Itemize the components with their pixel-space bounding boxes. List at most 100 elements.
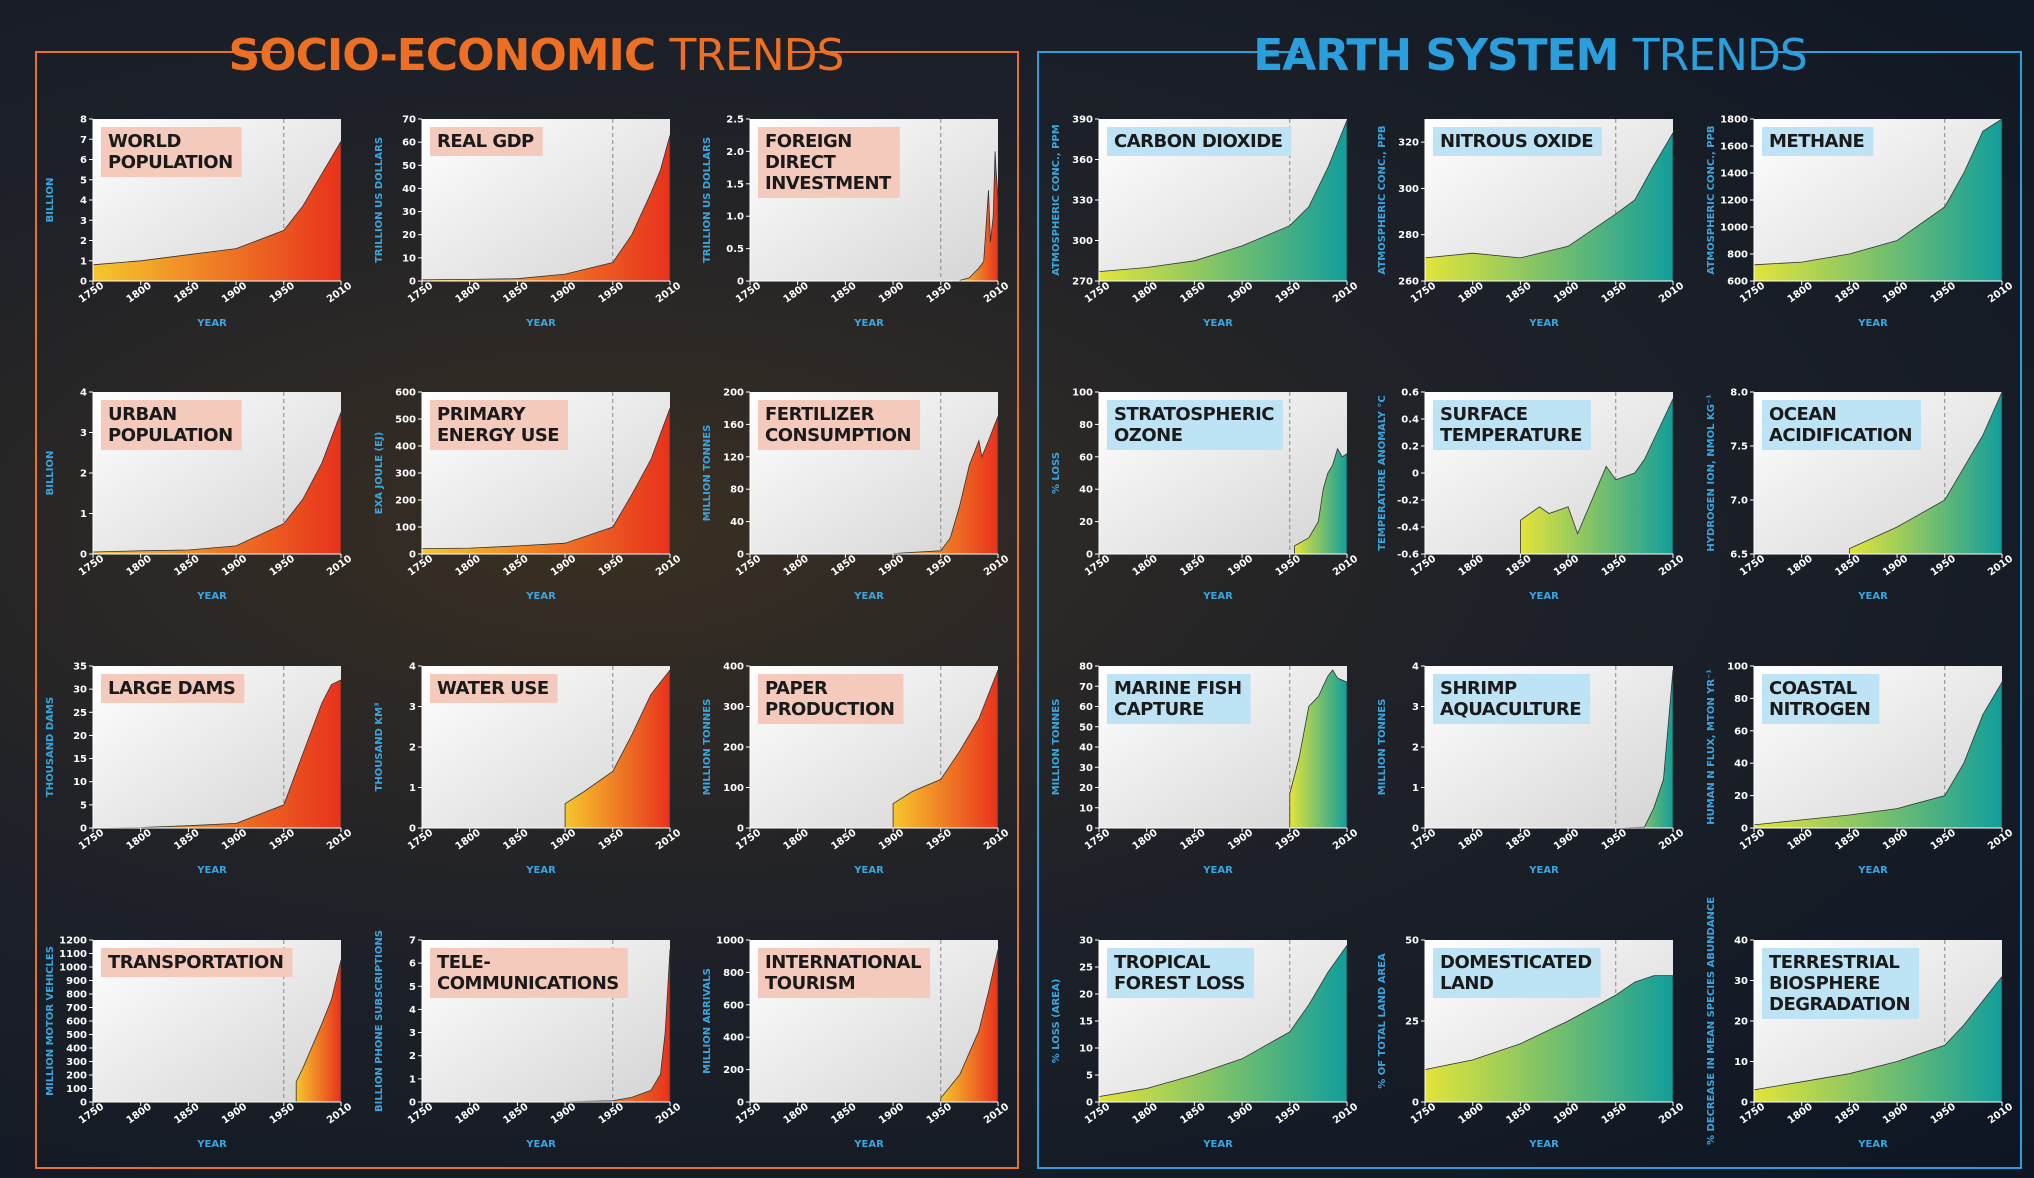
- y-tick-label: 0: [409, 550, 416, 561]
- x-tick-label: 2010: [1657, 827, 1686, 852]
- chart-title: ACIDIFICATION: [1769, 425, 1912, 446]
- x-tick-label: 1800: [454, 1101, 483, 1126]
- x-tick-label: 1850: [1178, 827, 1207, 852]
- x-tick-label: 1950: [925, 553, 954, 578]
- y-tick-label: 300: [1072, 236, 1093, 247]
- y-tick-label: 900: [66, 976, 87, 987]
- x-tick-label: 1800: [1131, 553, 1160, 578]
- x-axis-label: YEAR: [1202, 591, 1233, 602]
- chart-title: TOURISM: [765, 973, 855, 994]
- y-tick-label: 15: [1079, 1017, 1093, 1028]
- chart-title: POPULATION: [108, 425, 233, 446]
- x-tick-label: 2010: [1331, 553, 1360, 578]
- chart-title: LARGE DAMS: [108, 678, 235, 699]
- y-tick-label: 3: [409, 1028, 416, 1039]
- area: [1520, 398, 1674, 555]
- chart-title: NITROGEN: [1769, 699, 1870, 720]
- x-tick-label: 1850: [829, 827, 858, 852]
- x-tick-label: 1900: [1552, 280, 1581, 305]
- x-tick-label: 1950: [1274, 280, 1303, 305]
- x-tick-label: 2010: [1657, 553, 1686, 578]
- y-axis-label: MILLION TONNES: [702, 699, 713, 796]
- x-tick-label: 1800: [782, 553, 811, 578]
- y-axis-label: HYDROGEN ION, NMOL KG⁻¹: [1706, 394, 1717, 551]
- x-tick-label: 1800: [1131, 280, 1160, 305]
- x-tick-label: 1850: [829, 553, 858, 578]
- x-tick-label: 1950: [597, 1101, 626, 1126]
- y-tick-label: 0: [80, 550, 87, 561]
- x-tick-label: 1850: [1833, 827, 1862, 852]
- x-tick-label: 1850: [1178, 553, 1207, 578]
- y-tick-label: 500: [395, 415, 416, 426]
- y-tick-label: 60: [1734, 726, 1748, 737]
- y-axis-label: ATMOSPHERIC CONC., PPB: [1377, 125, 1388, 274]
- y-tick-label: 35: [73, 662, 87, 673]
- x-axis-label: YEAR: [196, 318, 227, 329]
- y-tick-label: 60: [402, 138, 416, 149]
- y-tick-label: 4: [1412, 662, 1419, 673]
- chart-title: LAND: [1440, 973, 1493, 994]
- y-tick-label: 7: [409, 936, 416, 947]
- x-tick-label: 1900: [1881, 827, 1910, 852]
- area: [421, 135, 671, 282]
- area: [1098, 944, 1348, 1103]
- chart-title: METHANE: [1769, 131, 1864, 152]
- y-tick-label: 10: [402, 253, 416, 264]
- area: [1753, 975, 2003, 1103]
- y-tick-label: 10: [73, 777, 87, 788]
- y-tick-label: 0.2: [1401, 442, 1419, 453]
- y-tick-label: 1800: [1720, 115, 1748, 126]
- x-axis-label: YEAR: [1202, 1139, 1233, 1150]
- x-tick-label: 2010: [325, 827, 354, 852]
- x-tick-label: 2010: [654, 1101, 683, 1126]
- area: [92, 139, 342, 282]
- y-tick-label: 0: [409, 824, 416, 835]
- y-tick-label: 0: [1741, 824, 1748, 835]
- section-frame: [35, 51, 1019, 1169]
- chart-title: CARBON DIOXIDE: [1114, 131, 1282, 152]
- chart-title: MARINE FISH: [1114, 678, 1242, 699]
- chart-title: POPULATION: [108, 152, 233, 173]
- x-tick-label: 1850: [501, 280, 530, 305]
- y-tick-label: 7.5: [1730, 442, 1748, 453]
- y-axis-label: % LOSS: [1051, 452, 1062, 494]
- x-tick-label: 2010: [654, 280, 683, 305]
- chart-title: URBAN: [108, 404, 177, 425]
- y-axis-label: HUMAN N FLUX, MTON YR⁻¹: [1706, 669, 1717, 825]
- x-tick-label: 1800: [125, 280, 154, 305]
- y-tick-label: 100: [395, 523, 416, 534]
- x-axis-label: YEAR: [853, 318, 884, 329]
- x-tick-label: 1950: [1929, 280, 1958, 305]
- y-tick-label: 3: [80, 428, 87, 439]
- chart-title: WATER USE: [437, 678, 549, 699]
- y-axis-label: TRILLION US DOLLARS: [702, 137, 713, 263]
- title-box: [1433, 400, 1591, 450]
- section-title: SOCIO-ECONOMIC: [229, 30, 656, 81]
- y-tick-label: 30: [402, 207, 416, 218]
- y-tick-label: 1: [409, 1074, 416, 1085]
- y-tick-label: 0: [1086, 1098, 1093, 1109]
- y-axis-label: BILLION: [45, 178, 56, 223]
- y-tick-label: 2: [1412, 743, 1419, 754]
- y-tick-label: 1: [80, 509, 87, 520]
- x-tick-label: 2010: [1331, 1101, 1360, 1126]
- y-tick-label: 1200: [1720, 196, 1748, 207]
- section-subtitle: TRENDS: [1632, 30, 1807, 81]
- title-box: [1433, 127, 1603, 156]
- area: [892, 669, 999, 829]
- title-box: [1762, 127, 1874, 156]
- x-tick-label: 1900: [1552, 827, 1581, 852]
- x-tick-label: 1900: [220, 1101, 249, 1126]
- y-tick-label: 100: [1072, 388, 1093, 399]
- section-heading: EARTH SYSTEM TRENDS: [1253, 30, 1807, 81]
- y-tick-label: 200: [395, 496, 416, 507]
- x-tick-label: 1900: [549, 827, 578, 852]
- y-tick-label: 50: [1079, 722, 1093, 733]
- title-box: [758, 674, 904, 724]
